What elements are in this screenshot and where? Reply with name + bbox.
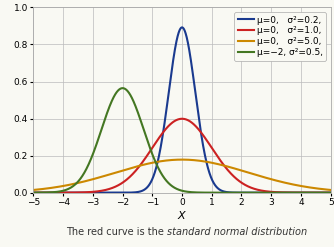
Line: μ=0,   σ²=0.2,: μ=0, σ²=0.2, xyxy=(33,27,331,193)
μ=−2, σ²=0.5, xyxy=(329,191,333,194)
μ=0,   σ²=0.2, xyxy=(176,34,180,37)
X-axis label: $X$: $X$ xyxy=(177,209,187,221)
μ=0,   σ²=1.0, xyxy=(168,123,172,126)
μ=0,   σ²=0.2, xyxy=(168,81,172,84)
μ=−2, σ²=0.5, xyxy=(320,191,324,194)
μ=0,   σ²=5.0, xyxy=(31,188,35,191)
μ=0,   σ²=1.0, xyxy=(176,118,180,121)
μ=0,   σ²=1.0, xyxy=(329,191,333,194)
μ=0,   σ²=5.0, xyxy=(46,187,50,190)
μ=0,   σ²=5.0, xyxy=(176,158,180,161)
μ=0,   σ²=5.0, xyxy=(180,158,184,161)
μ=0,   σ²=5.0, xyxy=(168,159,172,162)
μ=0,   σ²=0.2, xyxy=(46,191,50,194)
μ=−2, σ²=0.5, xyxy=(320,191,324,194)
Legend: μ=0,   σ²=0.2,, μ=0,   σ²=1.0,, μ=0,   σ²=5.0,, μ=−2, σ²=0.5,: μ=0, σ²=0.2,, μ=0, σ²=1.0,, μ=0, σ²=5.0,… xyxy=(234,12,326,61)
μ=0,   σ²=5.0, xyxy=(320,188,324,191)
μ=−2, σ²=0.5, xyxy=(31,191,35,194)
μ=0,   σ²=0.2, xyxy=(180,26,184,29)
μ=0,   σ²=1.0, xyxy=(320,191,324,194)
μ=−2, σ²=0.5, xyxy=(168,183,172,186)
Line: μ=0,   σ²=1.0,: μ=0, σ²=1.0, xyxy=(33,119,331,193)
Text: The red curve is the: The red curve is the xyxy=(66,227,167,237)
Line: μ=0,   σ²=5.0,: μ=0, σ²=5.0, xyxy=(33,160,331,190)
μ=0,   σ²=0.2, xyxy=(320,191,324,194)
μ=0,   σ²=1.0, xyxy=(320,191,324,194)
μ=0,   σ²=1.0, xyxy=(46,191,50,194)
μ=0,   σ²=5.0, xyxy=(329,188,333,191)
Line: μ=−2, σ²=0.5,: μ=−2, σ²=0.5, xyxy=(33,88,331,193)
μ=−2, σ²=0.5, xyxy=(46,191,50,194)
μ=−2, σ²=0.5, xyxy=(266,191,270,194)
μ=0,   σ²=0.2, xyxy=(329,191,333,194)
μ=−2, σ²=0.5, xyxy=(121,87,125,90)
μ=0,   σ²=0.2, xyxy=(31,191,35,194)
μ=0,   σ²=0.2, xyxy=(266,191,270,194)
μ=0,   σ²=5.0, xyxy=(320,187,324,190)
Text: standard normal distribution: standard normal distribution xyxy=(167,227,307,237)
μ=0,   σ²=1.0, xyxy=(266,190,270,193)
μ=0,   σ²=5.0, xyxy=(266,177,270,180)
μ=0,   σ²=0.2, xyxy=(320,191,324,194)
μ=0,   σ²=1.0, xyxy=(180,117,184,120)
μ=0,   σ²=1.0, xyxy=(31,191,35,194)
μ=−2, σ²=0.5, xyxy=(176,188,180,191)
